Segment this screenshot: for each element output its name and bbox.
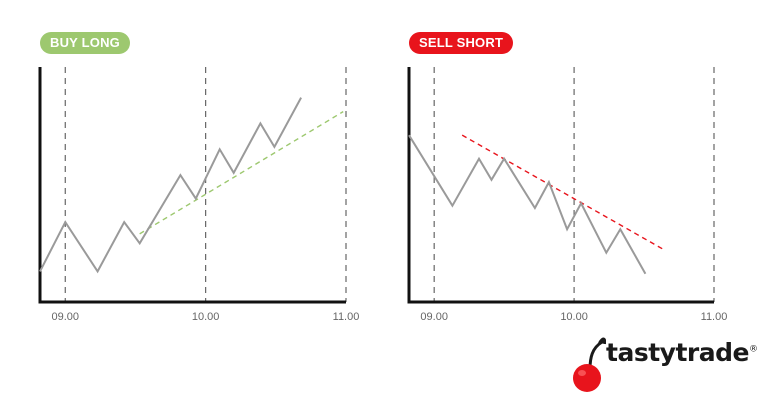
brand-name: tastytrade	[606, 338, 749, 367]
sell-short-chart: 09.00 10.00 11.00	[407, 67, 728, 323]
buy-long-price-line	[39, 97, 302, 274]
brand-wordmark: tastytrade®	[606, 338, 758, 367]
buy-long-x-tick-label: 09.00	[52, 311, 80, 323]
cherry-icon	[573, 337, 607, 392]
sell-short-x-tick-label: 11.00	[701, 311, 728, 323]
sell-short-x-tick-label: 10.00	[560, 311, 588, 323]
registered-mark: ®	[748, 344, 758, 355]
buy-long-x-tick-label: 11.00	[333, 311, 360, 323]
buy-long-chart: 09.00 10.00 11.00	[38, 67, 360, 323]
buy-long-x-tick-label: 10.00	[192, 311, 220, 323]
sell-short-x-tick-label: 09.00	[420, 311, 448, 323]
sell-short-trendline	[461, 134, 666, 251]
sell-short-price-line	[408, 134, 647, 275]
sell-short-badge: SELL SHORT	[409, 32, 514, 54]
buy-long-trendline	[139, 111, 344, 235]
buy-long-badge: BUY LONG	[40, 32, 130, 54]
brand-logo: tastytrade®	[572, 330, 758, 394]
